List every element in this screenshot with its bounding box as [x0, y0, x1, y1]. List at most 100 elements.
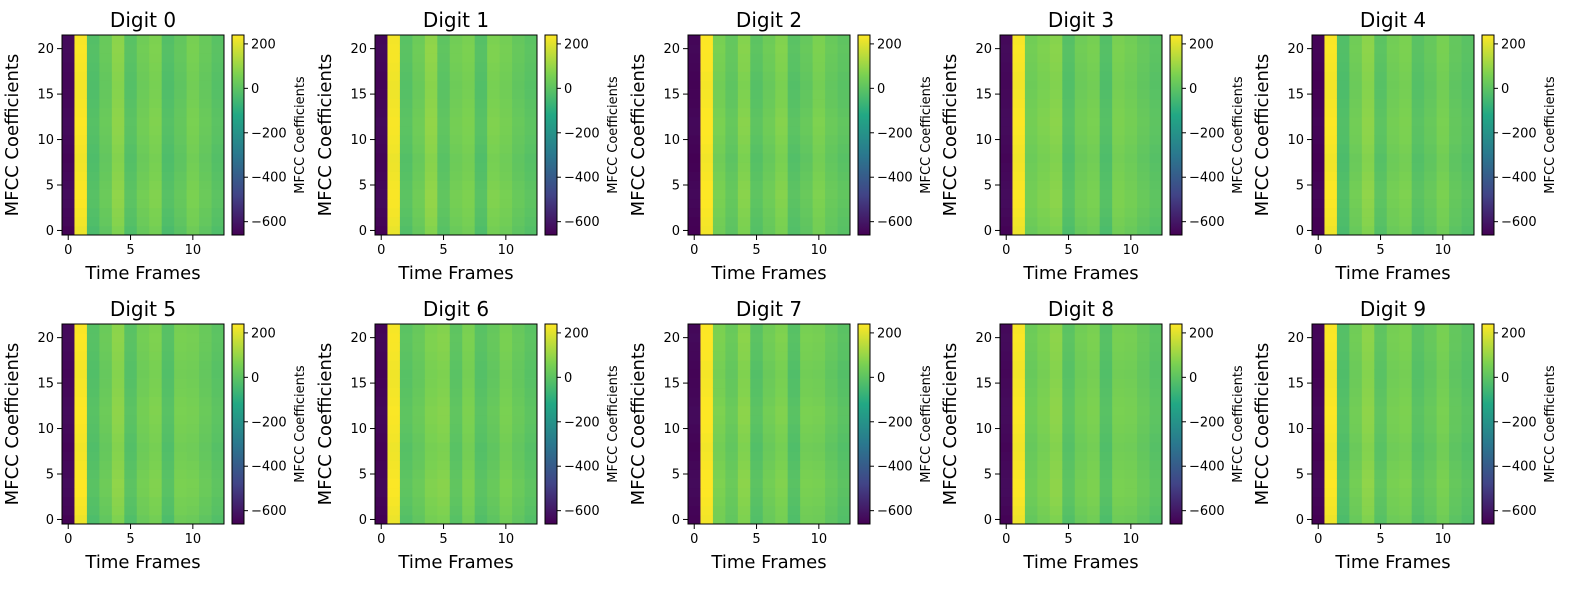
- heatmap-cell: [787, 442, 801, 452]
- x-tick-label: 0: [64, 532, 72, 547]
- heatmap-cell: [775, 424, 789, 434]
- heatmap-cell: [688, 62, 701, 72]
- heatmap-cell: [1049, 125, 1063, 136]
- heatmap-cell: [1411, 44, 1425, 54]
- heatmap-cell: [1062, 107, 1076, 118]
- heatmap-cell: [412, 424, 426, 434]
- heatmap-cell: [812, 116, 826, 127]
- heatmap-cell: [837, 171, 851, 181]
- heatmap-cell: [1112, 144, 1126, 154]
- heatmap-cell: [1099, 162, 1113, 172]
- heatmap-cell: [424, 153, 438, 163]
- heatmap-cell: [211, 405, 225, 416]
- heatmap-cell: [1349, 360, 1363, 370]
- heatmap-cell: [86, 324, 100, 334]
- heatmap-cell: [86, 424, 100, 434]
- heatmap-cell: [524, 442, 538, 452]
- heatmap-cell: [688, 487, 701, 498]
- heatmap-cell: [74, 414, 88, 425]
- heatmap-cell: [111, 162, 125, 172]
- heatmap-cell: [86, 44, 100, 54]
- heatmap-cell: [487, 144, 501, 154]
- heatmap-cell: [1336, 451, 1350, 461]
- heatmap-cell: [1149, 207, 1163, 218]
- heatmap-cell: [161, 387, 175, 398]
- heatmap-cell: [161, 414, 175, 425]
- heatmap-cell: [1124, 496, 1138, 507]
- heatmap-cell: [1399, 442, 1413, 452]
- heatmap-cell: [1124, 451, 1138, 461]
- heatmap-cell: [1012, 433, 1026, 443]
- colorbar: [1481, 323, 1495, 525]
- heatmap-cell: [825, 216, 838, 227]
- heatmap-cell: [524, 360, 538, 370]
- heatmap-cell: [700, 351, 714, 361]
- heatmap-cell: [512, 198, 525, 209]
- heatmap-cell: [1349, 469, 1363, 479]
- heatmap-cell: [387, 478, 401, 489]
- heatmap-cell: [1137, 496, 1150, 507]
- heatmap-cell: [524, 35, 538, 45]
- heatmap-cell: [800, 162, 814, 172]
- heatmap-cell: [750, 424, 764, 434]
- heatmap-cell: [750, 478, 764, 489]
- heatmap-cell: [499, 89, 513, 100]
- colorbar-label: MFCC Coefficients: [606, 76, 621, 194]
- heatmap-cell: [1074, 216, 1088, 227]
- heatmap-cell: [99, 369, 113, 379]
- heatmap-cell: [775, 442, 789, 452]
- heatmap-cell: [1336, 514, 1350, 525]
- heatmap-cell: [1449, 135, 1462, 145]
- heatmap-cell: [62, 44, 75, 54]
- heatmap-cell: [725, 53, 739, 63]
- heatmap-cell: [787, 414, 801, 425]
- heatmap-cell: [1074, 469, 1088, 479]
- heatmap-cell: [211, 333, 225, 343]
- heatmap-cell: [1399, 514, 1413, 525]
- colorbar-label: MFCC Coefficients: [1543, 365, 1558, 483]
- heatmap-cell: [449, 342, 463, 352]
- heatmap-cell: [1449, 387, 1462, 398]
- heatmap-cell: [1349, 53, 1363, 63]
- heatmap-cell: [1087, 514, 1101, 525]
- heatmap-cell: [1461, 451, 1475, 461]
- heatmap-cell: [1037, 478, 1051, 489]
- heatmap-cell: [1049, 216, 1063, 227]
- heatmap-cell: [1349, 351, 1363, 361]
- heatmap-cell: [1436, 189, 1450, 200]
- heatmap-cell: [1436, 216, 1450, 227]
- heatmap-cell: [1000, 333, 1013, 343]
- heatmap-cell: [1336, 135, 1350, 145]
- heatmap-cell: [837, 333, 851, 343]
- heatmap-cell: [688, 405, 701, 416]
- heatmap-cell: [512, 442, 525, 452]
- heatmap-cell: [387, 153, 401, 163]
- heatmap-cell: [375, 225, 388, 236]
- heatmap-cell: [1024, 225, 1038, 236]
- heatmap-cell: [1361, 433, 1375, 443]
- heatmap-cell: [462, 80, 476, 90]
- heatmap-cell: [387, 487, 401, 498]
- heatmap-cell: [1374, 378, 1388, 389]
- heatmap-cell: [186, 414, 200, 425]
- heatmap-cell: [1037, 35, 1051, 45]
- heatmap-cell: [211, 171, 225, 181]
- heatmap-cell: [1436, 80, 1450, 90]
- heatmap-cell: [449, 351, 463, 361]
- heatmap-cell: [74, 144, 88, 154]
- heatmap-cell: [1074, 442, 1088, 452]
- heatmap-cell: [487, 198, 501, 209]
- heatmap-cell: [1361, 360, 1375, 370]
- heatmap-cell: [750, 333, 764, 343]
- heatmap-cell: [1037, 351, 1051, 361]
- heatmap-cell: [737, 216, 751, 227]
- heatmap-cell: [1112, 207, 1126, 218]
- heatmap-cell: [1324, 80, 1338, 90]
- heatmap-cell: [1386, 135, 1400, 145]
- heatmap-cell: [375, 333, 388, 343]
- heatmap-cell: [186, 469, 200, 479]
- heatmap-cell: [99, 324, 113, 334]
- heatmap-cell: [750, 387, 764, 398]
- heatmap-cell: [375, 496, 388, 507]
- heatmap-cell: [399, 442, 413, 452]
